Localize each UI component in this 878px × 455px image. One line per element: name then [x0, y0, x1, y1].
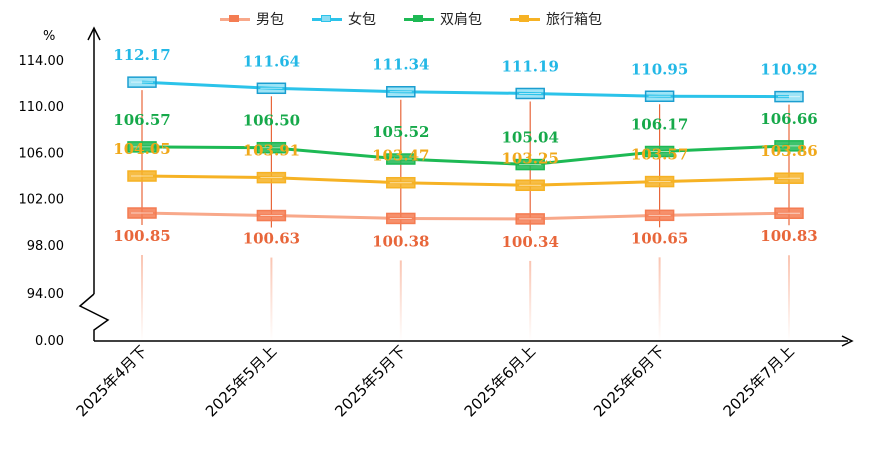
data-label: 100.34	[501, 233, 558, 251]
data-labels: 100.85 100.63 100.38 100.34 100.65 100.83 112.…	[113, 46, 817, 251]
axes: %	[43, 26, 854, 347]
data-label: 103.91	[243, 142, 300, 160]
data-label: 106.66	[760, 110, 817, 128]
data-label: 103.57	[631, 146, 688, 164]
x-tick-label: 2025年5月上	[202, 342, 280, 420]
legend-swatch	[510, 14, 540, 22]
legend-item-luggage[interactable]: 旅行箱包	[510, 8, 602, 30]
legend-label: 男包	[256, 12, 284, 28]
data-label: 106.57	[113, 111, 170, 129]
data-label: 103.86	[760, 142, 817, 160]
data-label: 105.04	[501, 129, 558, 147]
legend-item-female-bag[interactable]: 女包	[312, 8, 376, 30]
series-line	[141, 211, 790, 221]
data-label: 100.38	[372, 232, 429, 250]
series-markers	[127, 76, 804, 225]
data-label: 111.64	[243, 52, 300, 70]
drop-line-fade	[529, 260, 532, 341]
data-label: 103.25	[501, 149, 558, 167]
y-tick-label: 94.00	[27, 287, 64, 302]
series-line	[141, 144, 790, 167]
y-tick-label: 110.00	[19, 100, 65, 115]
legend-swatch	[404, 14, 434, 22]
data-label: 100.65	[631, 229, 688, 247]
legend-item-male-bag[interactable]: 男包	[220, 8, 284, 30]
drop-lines	[141, 90, 790, 341]
data-label: 105.52	[372, 123, 429, 141]
data-label: 103.47	[372, 147, 429, 165]
data-label: 100.83	[760, 227, 817, 245]
series-line	[141, 80, 790, 99]
y-tick-label: 0.00	[35, 334, 64, 349]
data-label: 111.34	[372, 56, 429, 74]
x-tick-label: 2025年4月下	[73, 342, 151, 420]
legend-swatch	[312, 14, 342, 22]
y-tick-label: 114.00	[19, 54, 65, 69]
x-axis-arrow	[841, 335, 854, 347]
series-lines	[141, 80, 790, 221]
data-label: 100.85	[113, 227, 170, 245]
x-tick-label: 2025年5月下	[331, 342, 409, 420]
y-axis-label: %	[43, 29, 55, 44]
drop-line-fade	[658, 257, 661, 341]
legend-label: 女包	[348, 12, 376, 28]
drop-line-fade	[399, 260, 402, 341]
legend: 男包 女包 双肩包 旅行箱包	[0, 8, 878, 30]
data-label: 110.92	[760, 61, 817, 79]
data-label: 106.50	[243, 112, 300, 130]
data-label: 106.17	[631, 116, 688, 134]
x-tick-label: 2025年7月上	[720, 342, 798, 420]
data-label: 112.17	[113, 46, 170, 64]
data-label: 110.95	[631, 60, 688, 78]
y-tick-label: 106.00	[19, 146, 65, 161]
y-tick-labels: 0.00 94.00 98.00 102.00 106.00 110.00 114.00	[19, 54, 65, 349]
y-axis-arrow	[87, 26, 101, 41]
x-tick-label: 2025年6月上	[461, 342, 539, 420]
legend-label: 旅行箱包	[546, 12, 602, 28]
drop-line-fade	[270, 257, 273, 341]
legend-label: 双肩包	[440, 12, 482, 28]
drop-line-fade	[788, 255, 790, 341]
x-tick-label: 2025年6月下	[590, 342, 668, 420]
data-label: 104.05	[113, 140, 170, 158]
y-tick-label: 102.00	[19, 193, 65, 208]
y-tick-label: 98.00	[27, 239, 64, 254]
y-axis-break	[78, 293, 110, 341]
series-line	[141, 174, 790, 187]
data-label: 100.63	[243, 230, 300, 248]
drop-line-fade	[141, 255, 143, 341]
data-label: 111.19	[501, 57, 558, 75]
x-tick-labels: 2025年4月下 2025年5月上 2025年5月下 2025年6月上 2025年6月下…	[73, 342, 798, 420]
legend-swatch	[220, 14, 250, 22]
legend-item-backpack[interactable]: 双肩包	[404, 8, 482, 30]
